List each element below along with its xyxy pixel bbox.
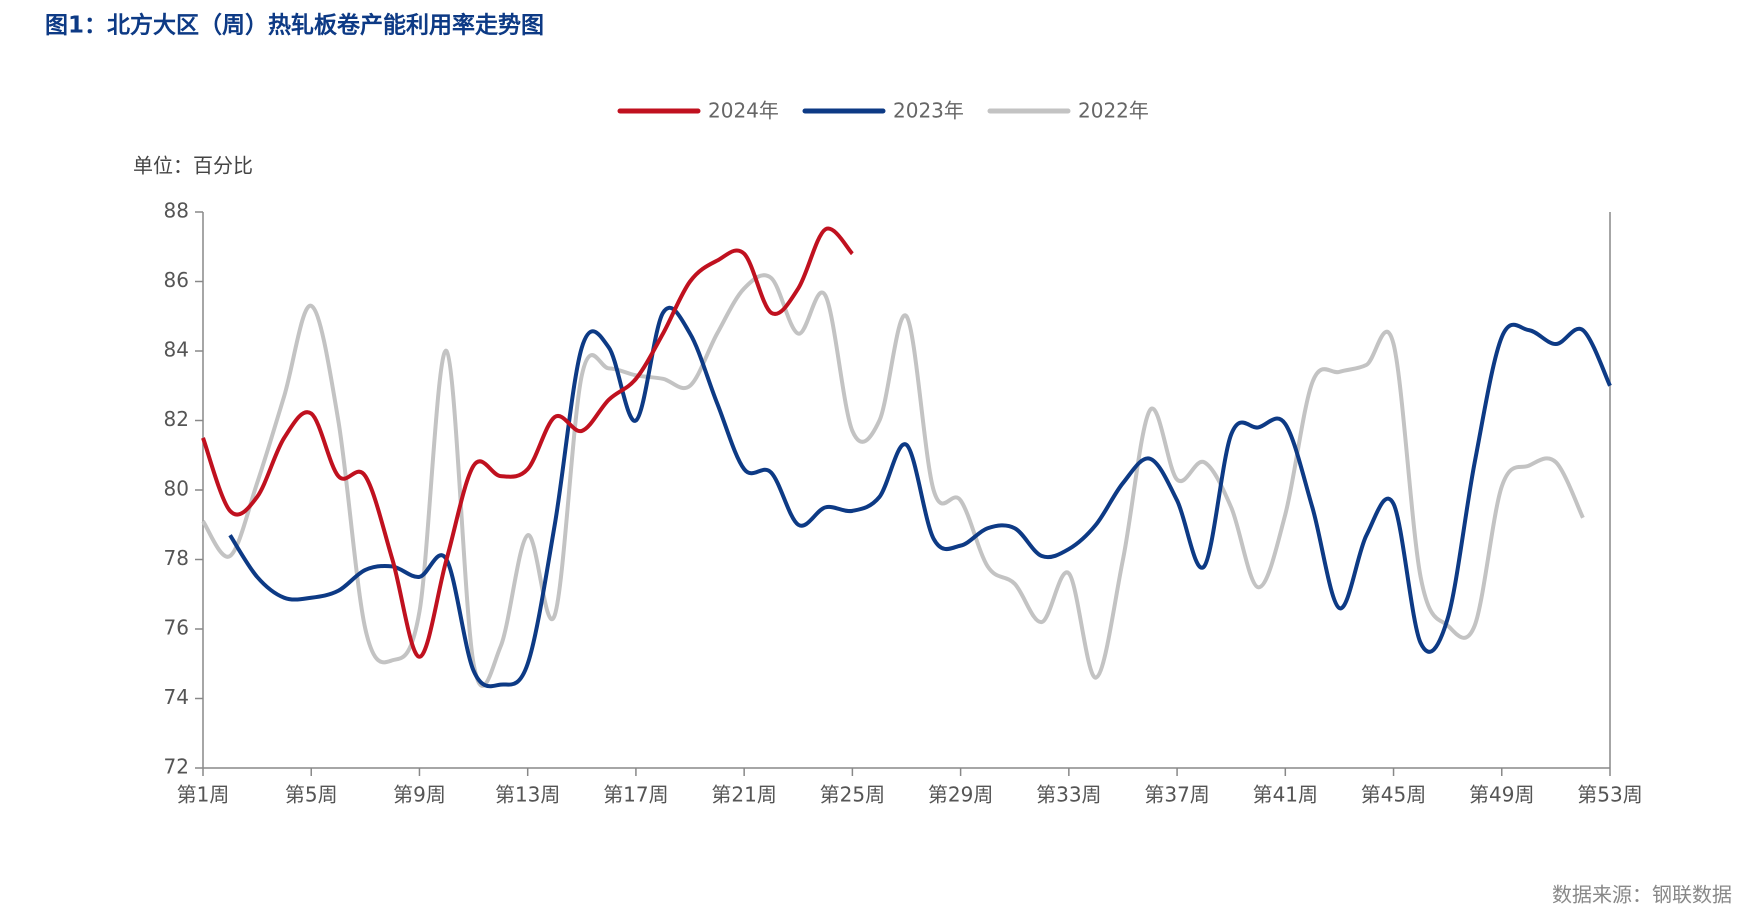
y-tick-label: 76 [164,616,189,640]
series-line [228,305,1612,689]
x-tick-label: 第17周 [603,783,668,807]
y-tick-label: 84 [164,338,189,362]
x-tick-label: 第25周 [820,783,885,807]
x-tick-label: 第13周 [495,783,560,807]
x-tick-label: 第9周 [393,783,446,807]
x-tick-label: 第45周 [1361,783,1426,807]
chart-title: 图1：北方大区（周）热轧板卷产能利用率走势图 [45,12,544,39]
series-line [201,273,1585,688]
y-tick-label: 72 [164,755,189,779]
x-tick-label: 第41周 [1253,783,1318,807]
x-tick-label: 第5周 [285,783,338,807]
y-tick-label: 80 [164,477,189,501]
x-tick-label: 第37周 [1144,783,1209,807]
y-tick-label: 88 [164,199,189,223]
y-tick-label: 82 [164,407,189,431]
y-tick-label: 78 [164,546,189,570]
x-tick-label: 第33周 [1036,783,1101,807]
x-tick-label: 第21周 [711,783,776,807]
x-tick-label: 第1周 [177,783,230,807]
y-tick-label: 86 [164,268,189,292]
legend-label: 2023年 [893,99,964,123]
source-note: 数据来源：钢联数据 [1552,883,1732,907]
unit-label: 单位：百分比 [133,154,253,178]
legend-label: 2022年 [1078,99,1149,123]
y-tick-label: 74 [164,685,189,709]
x-tick-label: 第29周 [928,783,993,807]
x-tick-label: 第49周 [1469,783,1534,807]
legend-label: 2024年 [708,99,779,123]
series-line [201,226,854,659]
x-tick-label: 第53周 [1577,783,1642,807]
